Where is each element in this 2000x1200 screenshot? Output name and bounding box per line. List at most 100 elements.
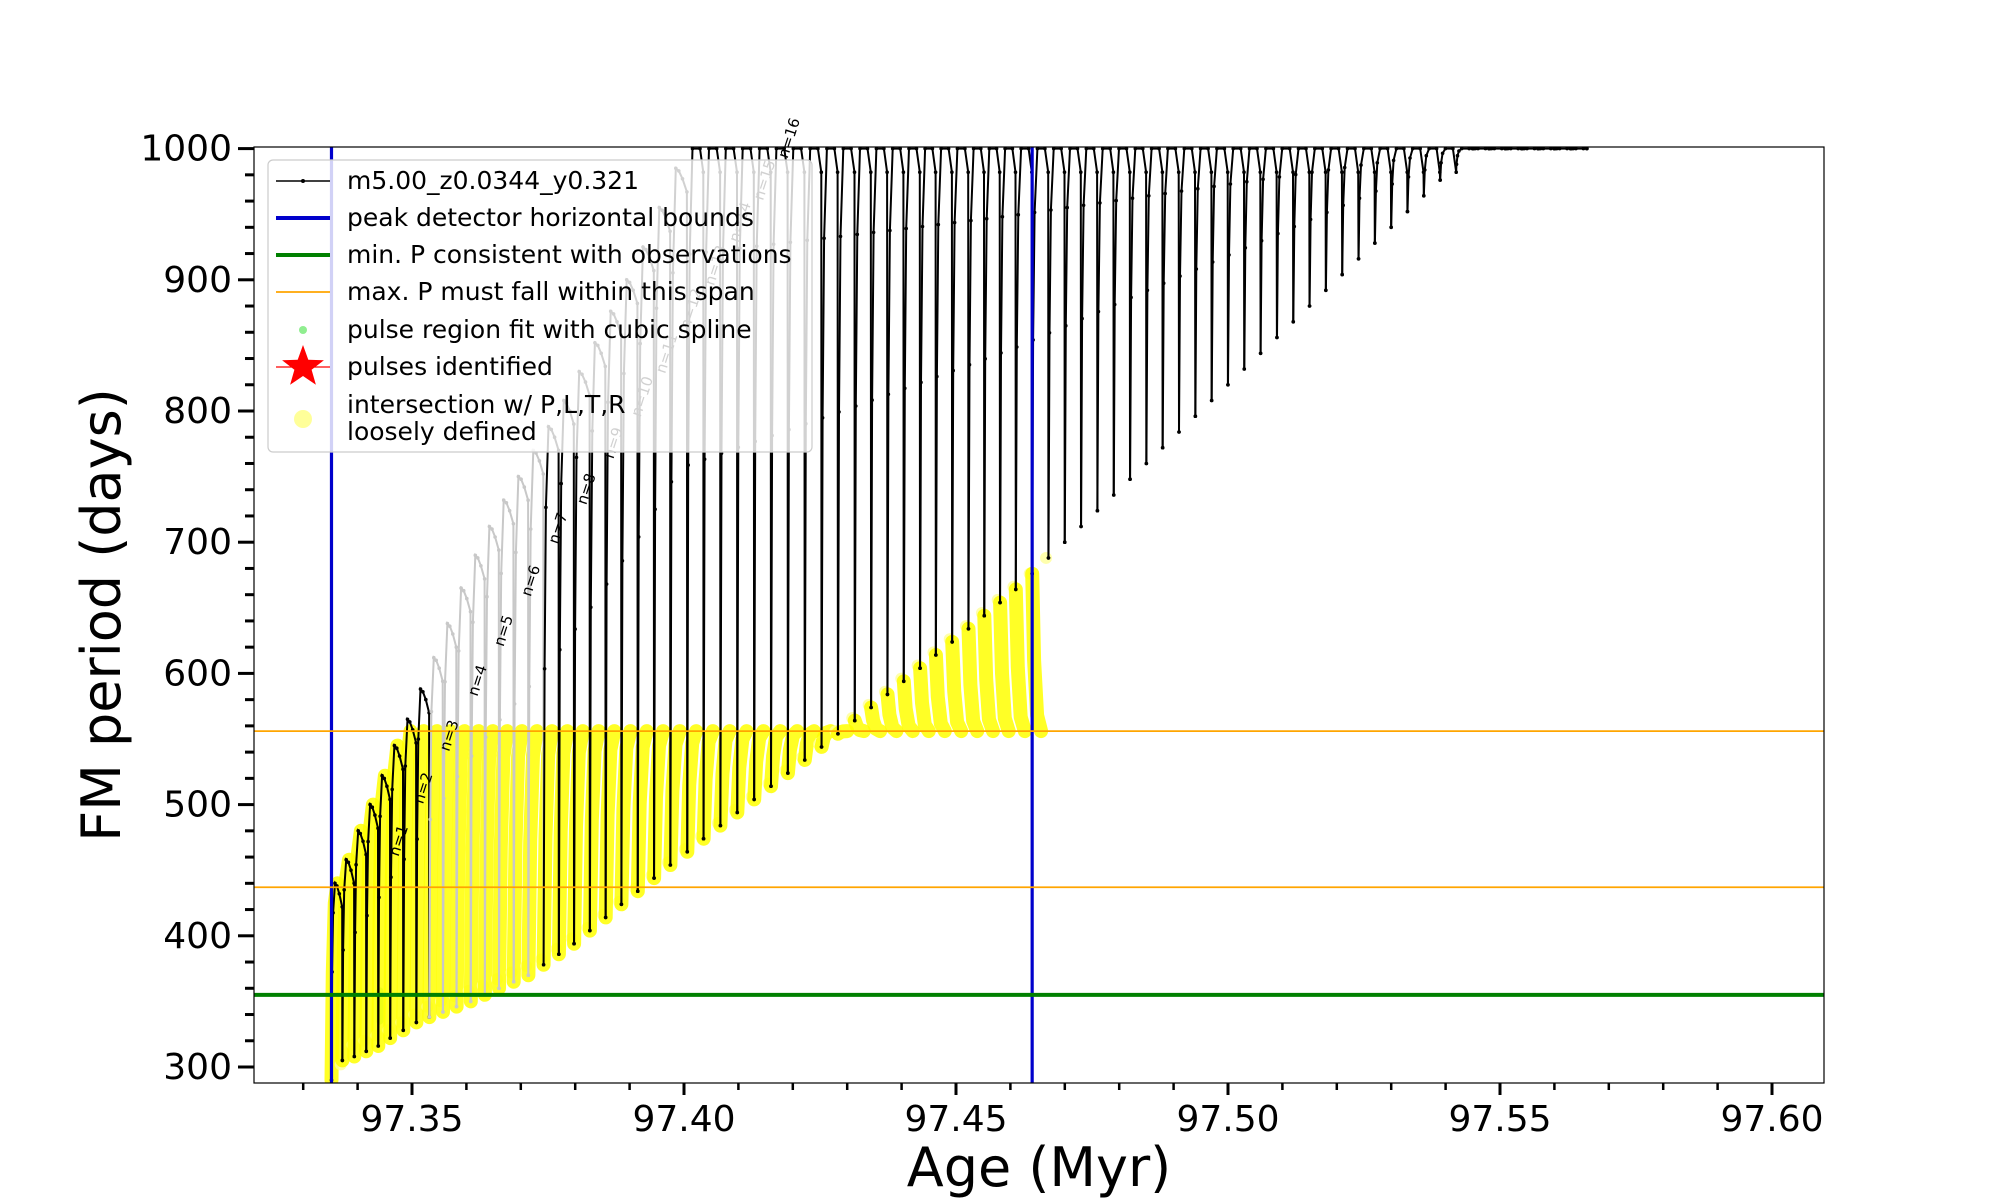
pulse-point (854, 404, 858, 408)
pulse-point (918, 170, 922, 174)
pulse-point (1112, 302, 1117, 307)
pulse-point (1243, 246, 1248, 250)
pulse-point (1292, 224, 1297, 229)
intersection-band (730, 724, 754, 820)
pulse-point (340, 1058, 345, 1063)
pulse-point (888, 228, 892, 233)
pulse-point (1342, 165, 1347, 170)
y-tick-label: 500 (163, 785, 232, 826)
pulse-point (588, 928, 592, 933)
pulse-point (923, 147, 927, 151)
pulse-point (483, 735, 488, 739)
pulse-point (522, 485, 527, 489)
pulse-point (353, 930, 357, 935)
intersection-band (647, 724, 671, 886)
pulse-point (1225, 170, 1230, 174)
pulse-point (356, 829, 361, 833)
pulse-point (482, 577, 487, 581)
pulse-point (1215, 147, 1219, 151)
pulse-point (1000, 214, 1005, 219)
pulse-point (619, 902, 624, 907)
pulse-point (1163, 191, 1167, 196)
pulse-point (465, 596, 469, 601)
pulse-point (1373, 241, 1377, 245)
pulse-point (1117, 147, 1121, 151)
pulse-point (819, 170, 824, 174)
pulse-point (512, 702, 517, 706)
pulse-point (427, 1015, 432, 1019)
pulse-point (950, 640, 954, 644)
intersection-band (663, 724, 687, 872)
pulse-point (690, 147, 695, 151)
pulse-point (490, 527, 494, 531)
pulse-point (919, 380, 923, 385)
pulse-point (836, 732, 840, 736)
pulse-point (358, 831, 363, 836)
pulse-point (501, 498, 506, 503)
pulse-point (1476, 147, 1480, 151)
pulse-point (1422, 194, 1426, 198)
pulse-point (799, 147, 803, 151)
pulse-point (388, 797, 392, 802)
pulse-point (1079, 170, 1083, 174)
pulse-point (1555, 147, 1559, 151)
pulse-point (352, 1054, 357, 1059)
pulse-point (1128, 477, 1132, 482)
pulse-point (963, 147, 967, 151)
pulse-point (459, 586, 463, 590)
legend-label: loosely defined (347, 417, 537, 446)
intersection-band (977, 608, 1000, 739)
pulse-point (1096, 309, 1101, 314)
pulse-point (376, 1044, 381, 1048)
pulse-point (1356, 257, 1361, 261)
pulse-point (822, 236, 826, 241)
pulse-point (1095, 170, 1099, 174)
pulse-point (1130, 196, 1135, 200)
pulse-point (341, 948, 345, 952)
pulse-point (1324, 288, 1328, 293)
pulse-point (1274, 170, 1279, 174)
pulse-point (1325, 210, 1329, 215)
pulse-point (1310, 170, 1314, 174)
pulse-point (1506, 147, 1510, 151)
pulse-point (516, 474, 521, 479)
pulse-point (837, 410, 841, 414)
pulse-point (946, 147, 951, 151)
pulse-point (373, 813, 377, 817)
pulse-point (920, 224, 925, 229)
pulse-point (541, 472, 546, 476)
pulse-point (1179, 189, 1184, 193)
pulse-point (1374, 189, 1378, 193)
pulse-point (434, 658, 439, 663)
pulse-point (428, 817, 433, 822)
pulse-point (765, 147, 770, 151)
pulse-point (527, 684, 532, 689)
pulse-point (1059, 147, 1063, 151)
pulse-point (966, 170, 970, 174)
pulse-point (349, 868, 353, 872)
pulse-point (1206, 147, 1210, 151)
pulse-point (1326, 168, 1331, 172)
pulse-point (918, 666, 922, 670)
pulse-point (1176, 170, 1181, 174)
pulse-point (441, 1010, 445, 1014)
intersection-band (945, 634, 969, 739)
pulse-point (825, 147, 829, 151)
pulse-point (1308, 217, 1313, 222)
pulse-point (1418, 147, 1422, 151)
pulse-point (935, 374, 939, 379)
pulse-point (1423, 168, 1427, 172)
plot-frame (253, 146, 1825, 1084)
x-tick-label: 97.50 (1176, 1099, 1279, 1140)
pulse-point (414, 1020, 419, 1025)
pulse-point (1064, 323, 1068, 328)
pulse-point (636, 889, 640, 893)
pulse-point (1098, 201, 1102, 205)
pulse-point (574, 455, 579, 460)
pulse-label: n=6 (517, 563, 544, 599)
pulse-point (982, 613, 987, 618)
pulse-point (853, 718, 857, 723)
pulse-point (1378, 147, 1382, 151)
y-tick-label: 800 (163, 391, 232, 432)
pulse-point (903, 386, 907, 391)
